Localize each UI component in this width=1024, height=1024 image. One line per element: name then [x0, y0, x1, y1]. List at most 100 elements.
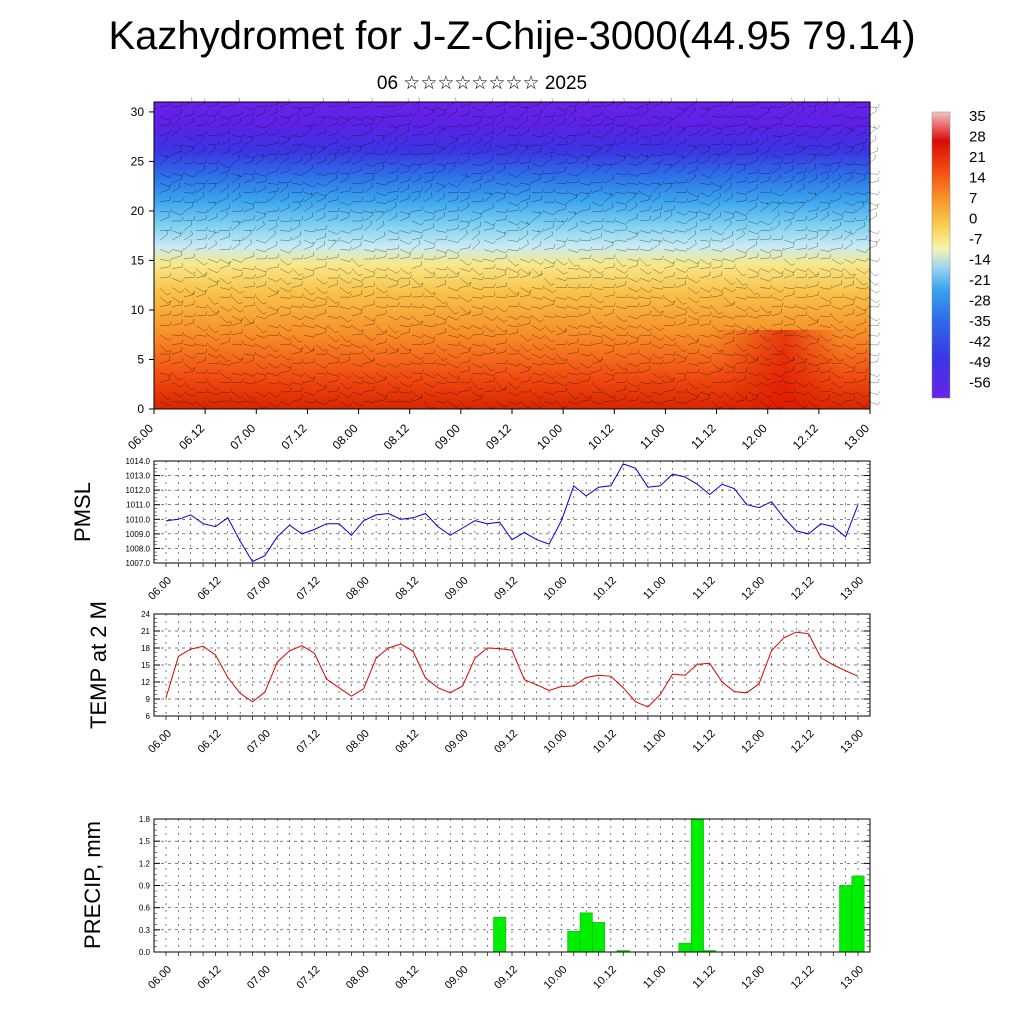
wind-barb-flag	[457, 239, 461, 243]
wind-barb	[159, 188, 170, 193]
wind-barb	[303, 362, 314, 364]
wind-barb-flag	[733, 122, 736, 127]
wind-barb-flag	[733, 264, 736, 269]
wind-barb	[447, 166, 456, 174]
wind-barb	[375, 296, 386, 299]
wind-barb	[387, 382, 396, 390]
wind-barb-flag	[709, 304, 713, 309]
wind-barb-flag	[851, 239, 853, 244]
wind-barb	[279, 314, 290, 317]
wind-barb	[543, 277, 551, 286]
wind-barb	[795, 325, 805, 332]
wind-barb	[831, 147, 840, 155]
wind-barb-flag	[349, 145, 353, 149]
wind-barb-flag	[240, 309, 244, 313]
wind-barb	[387, 149, 397, 155]
wind-barb-flag	[193, 367, 195, 372]
wind-barb-flag	[853, 300, 855, 305]
wind-barb	[855, 192, 866, 195]
wind-barb-flag	[685, 188, 688, 193]
wind-barb-flag	[853, 209, 857, 214]
xtick-label: 06.12	[196, 575, 224, 603]
wind-barb-flag	[695, 339, 700, 342]
wind-barb-flag	[265, 254, 268, 259]
wind-barb	[315, 182, 326, 187]
wind-barb	[495, 230, 506, 234]
wind-barb	[615, 334, 626, 336]
wind-barb	[663, 344, 674, 346]
wind-barb	[603, 400, 614, 402]
wind-barb-flag	[421, 233, 423, 238]
wind-barb-flag	[683, 164, 685, 169]
wind-barb	[639, 249, 650, 252]
wind-barb	[459, 258, 468, 266]
wind-barb-flag	[745, 102, 748, 107]
wind-barb	[423, 152, 434, 155]
wind-barb	[567, 104, 578, 108]
wind-barb-flag	[551, 97, 553, 102]
wind-barb	[555, 201, 566, 206]
wind-barb-flag	[685, 247, 689, 252]
wind-barb	[495, 333, 506, 336]
wind-barb-flag	[673, 205, 675, 210]
wind-barb	[243, 219, 254, 222]
wind-barb-flag	[768, 328, 772, 332]
wind-barb	[291, 110, 301, 117]
wind-barb-flag	[601, 207, 604, 212]
wind-barb-flag	[661, 152, 665, 157]
wind-barb-flag	[733, 328, 735, 333]
wind-barb	[675, 372, 686, 375]
wind-barb	[807, 295, 818, 298]
wind-barb-flag	[804, 347, 808, 351]
wind-barb-flag	[323, 281, 328, 285]
wind-barb-flag	[672, 338, 676, 341]
wind-barb	[735, 399, 746, 402]
wind-barb	[435, 296, 444, 304]
wind-barb-flag	[349, 293, 352, 298]
wind-barb-flag	[863, 283, 867, 286]
wind-barb	[699, 353, 710, 359]
wind-barb	[255, 315, 266, 320]
wind-barb	[771, 276, 782, 279]
wind-barb	[699, 398, 710, 402]
wind-barb-flag	[613, 275, 617, 280]
wind-barb	[471, 398, 482, 402]
wind-barb	[591, 315, 599, 324]
wind-barb	[243, 201, 254, 205]
wind-barb-flag	[397, 335, 401, 339]
wind-barb-flag	[600, 300, 604, 303]
wind-barb	[663, 249, 674, 252]
wind-barb	[423, 171, 434, 174]
wind-barb	[675, 379, 686, 383]
wind-barb	[495, 286, 506, 288]
wind-barb-flag	[745, 177, 747, 182]
wind-barb-flag	[574, 210, 577, 215]
wind-barb	[747, 141, 758, 146]
wind-barb-flag	[421, 282, 424, 287]
wind-barb-flag	[262, 330, 267, 333]
wind-barb	[747, 104, 758, 108]
wind-barb-flag	[719, 349, 723, 352]
wind-barb	[519, 243, 529, 250]
wind-barb-flag	[876, 318, 880, 322]
wind-barb-flag	[277, 150, 280, 155]
wind-barb-flag	[648, 271, 652, 275]
wind-barb-flag	[649, 135, 653, 139]
wind-barb-flag	[827, 349, 832, 352]
wind-barb-flag	[733, 210, 737, 215]
wind-barb-flag	[624, 270, 628, 274]
wind-barb	[747, 332, 758, 336]
wind-barb	[279, 325, 289, 332]
wind-barb	[591, 382, 599, 391]
wind-barb-flag	[517, 247, 521, 252]
wind-barb-flag	[601, 305, 605, 310]
wind-barb-flag	[766, 378, 771, 381]
wind-barb	[447, 161, 458, 165]
wind-barb	[195, 401, 205, 408]
wind-barb	[387, 344, 396, 352]
wind-barb	[219, 170, 230, 174]
wind-barb	[411, 163, 422, 165]
wind-barb	[627, 265, 638, 269]
wind-barb-flag	[625, 274, 628, 279]
wind-barb-flag	[839, 320, 843, 324]
